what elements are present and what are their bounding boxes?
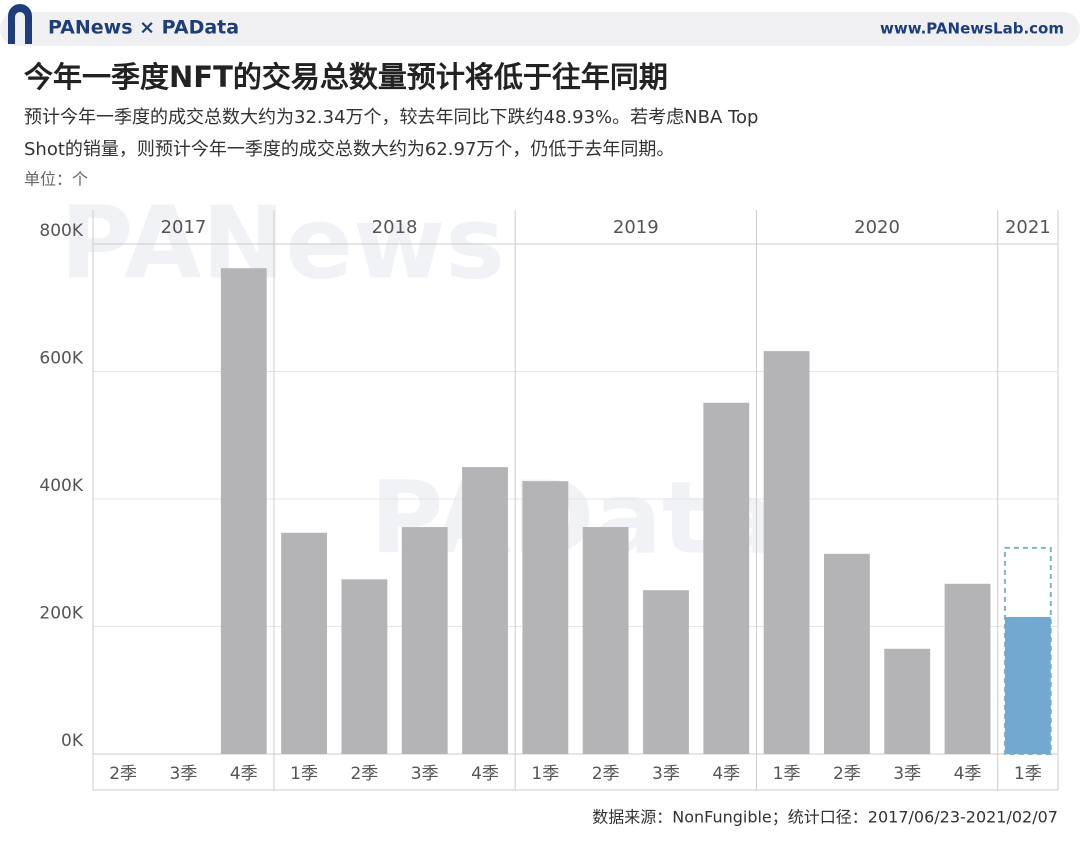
x-tick-label: 3季: [652, 764, 680, 784]
y-tick-label: 600K: [39, 349, 83, 369]
group-label: 2018: [372, 217, 418, 238]
y-tick-label: 800K: [39, 221, 83, 241]
y-tick-label: 0K: [61, 731, 84, 751]
x-tick-label: 1季: [290, 764, 318, 784]
x-tick-label: 2季: [109, 764, 137, 784]
subtitle: 预计今年一季度的成交总数大约为32.34万个，较去年同比下跌约48.93%。若考…: [24, 107, 758, 128]
bar: [341, 579, 388, 754]
bar: [944, 583, 991, 754]
chart-title: 今年一季度NFT的交易总数量预计将低于往年同期: [24, 60, 668, 94]
group-label: 2020: [854, 217, 900, 238]
group-label: 2017: [161, 217, 207, 238]
unit: 单位：个: [24, 170, 88, 189]
bar: [703, 402, 750, 754]
x-tick-label: 4季: [954, 764, 982, 784]
bar: [884, 648, 931, 754]
x-tick-label: 1季: [1014, 764, 1042, 784]
x-tick-label: 3季: [411, 764, 439, 784]
bar: [281, 532, 328, 754]
bar: [643, 590, 689, 754]
bar: [401, 527, 448, 754]
site: www.PANewsLab.com: [880, 20, 1064, 38]
bar: [582, 527, 629, 754]
header-bar: [0, 12, 1080, 46]
bar: [220, 268, 267, 754]
bar: [823, 553, 870, 754]
x-tick-label: 3季: [170, 764, 198, 784]
x-tick-label: 1季: [773, 764, 801, 784]
x-tick-label: 4季: [230, 764, 258, 784]
x-tick-label: 3季: [893, 764, 921, 784]
source: 数据来源：NonFungible；统计口径：2017/06/23-2021/02…: [592, 808, 1058, 827]
group-label: 2021: [1005, 217, 1051, 238]
bar: [522, 481, 569, 754]
x-tick-label: 2季: [592, 764, 620, 784]
x-tick-label: 2季: [350, 764, 378, 784]
x-tick-label: 4季: [712, 764, 740, 784]
brand: PANews × PAData: [48, 17, 239, 39]
x-tick-label: 1季: [531, 764, 559, 784]
bar: [1004, 616, 1051, 754]
x-tick-label: 2季: [833, 764, 861, 784]
group-label: 2019: [613, 217, 659, 238]
subtitle: Shot的销量，则预计今年一季度的成交总数大约为62.97万个，仍低于去年同期。: [24, 139, 674, 160]
x-tick-label: 4季: [471, 764, 499, 784]
y-tick-label: 200K: [39, 604, 83, 624]
y-tick-label: 400K: [39, 476, 83, 496]
logo: [8, 4, 32, 44]
bar: [462, 467, 508, 754]
bar: [763, 351, 810, 754]
watermark: PANews: [60, 184, 505, 301]
